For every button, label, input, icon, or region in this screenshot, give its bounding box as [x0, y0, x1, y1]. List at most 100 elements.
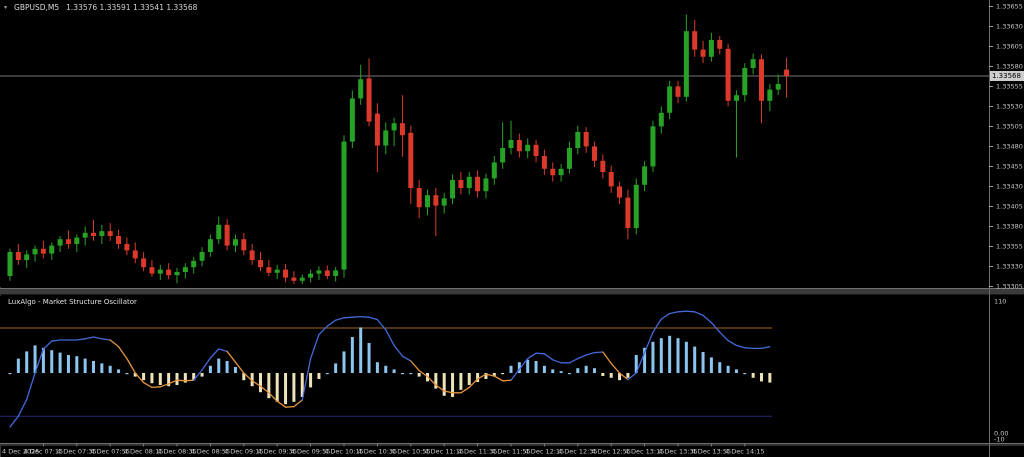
histogram-bar: [66, 355, 70, 373]
price-axis[interactable]: 1.33655 1.33630 1.33605 1.33580 1.33555 1.335…: [989, 3, 1023, 291]
oscillator-line-segment: [426, 375, 437, 386]
histogram-bar: [559, 371, 563, 373]
oscillator-line-segment: [518, 357, 529, 371]
histogram-bar: [117, 369, 121, 373]
histogram-bar: [693, 346, 697, 373]
histogram-bar: [760, 373, 763, 382]
histogram-bar: [409, 373, 413, 375]
histogram-bar: [175, 373, 179, 385]
histogram-bar: [384, 365, 388, 373]
oscillator-line-segment: [735, 344, 746, 349]
histogram-bar: [676, 338, 680, 373]
oscillator-line-segment: [34, 348, 45, 374]
candle-body: [324, 270, 330, 276]
histogram-bar: [726, 365, 730, 373]
histogram-bar: [41, 347, 45, 373]
candle-body: [475, 176, 481, 192]
oscillator-line-segment: [744, 347, 754, 350]
histogram-bar: [225, 361, 229, 373]
time-axis-label: 4 Dec 12:15: [525, 448, 565, 456]
candle-body: [224, 224, 230, 246]
histogram-bar: [25, 351, 29, 373]
oscillator-line-segment: [577, 354, 587, 360]
price-axis-label: 1.33505: [996, 123, 1023, 131]
current-price-tag: 1.33568: [990, 71, 1024, 81]
candle-body: [299, 277, 305, 281]
histogram-bar: [467, 373, 471, 385]
candle-body: [391, 123, 397, 131]
oscillator-line-segment: [251, 380, 262, 387]
oscillator-line-segment: [368, 316, 379, 321]
candle-body: [166, 269, 172, 276]
histogram-bar: [317, 373, 321, 379]
histogram-bar: [150, 373, 154, 384]
histogram-bar: [542, 365, 546, 373]
oscillator-line-segment: [226, 350, 237, 363]
candle-body: [7, 252, 13, 276]
oscillator-line-segment: [167, 379, 178, 385]
candle-body: [99, 231, 105, 236]
oscillator-line-segment: [92, 336, 103, 340]
oscillator-line-segment: [552, 359, 562, 364]
candle-body: [683, 31, 689, 97]
oscillator-line-segment: [719, 331, 729, 342]
histogram-bar: [350, 337, 354, 373]
histogram-bar: [709, 357, 713, 373]
histogram-bar: [167, 373, 171, 387]
oscillator-line-segment: [293, 399, 303, 408]
candle-body: [566, 148, 572, 169]
candle-body: [675, 86, 681, 97]
candle-body: [124, 244, 130, 251]
oscillator-line-segment: [351, 315, 362, 318]
price-axis-label: 1.33555: [996, 83, 1023, 91]
oscillator-line-segment: [643, 331, 654, 354]
oscillator-line-segment: [435, 384, 445, 392]
candle-body: [491, 162, 497, 179]
oscillator-axis[interactable]: 110 0.00-10: [994, 298, 1008, 444]
candle-body: [349, 98, 355, 142]
oscillator-line-segment: [535, 352, 546, 355]
oscillator-line-segment: [326, 319, 337, 327]
candlestick-series: [7, 14, 790, 284]
histogram-bar: [417, 373, 421, 377]
histogram-bar: [200, 373, 204, 377]
oscillator-line-segment: [318, 325, 328, 336]
time-axis-label: 4 Dec 10:35: [358, 448, 398, 456]
time-axis-label: 4 Dec 11:35: [458, 448, 498, 456]
histogram-bar: [743, 373, 747, 375]
histogram-bar: [601, 373, 605, 376]
candle-body: [57, 239, 63, 246]
candle-body: [533, 144, 539, 156]
candle-body: [182, 267, 188, 272]
oscillator-line-segment: [593, 351, 604, 354]
oscillator-line-segment: [243, 372, 253, 382]
candle-body: [191, 260, 197, 268]
axis-separator: [0, 444, 1024, 446]
pane-splitter[interactable]: [0, 289, 1024, 294]
separator-highlight[interactable]: [0, 288, 1024, 289]
oscillator-line-segment: [9, 415, 20, 428]
candle-body: [65, 239, 71, 244]
histogram-bar: [526, 359, 530, 373]
candle-body: [82, 232, 88, 238]
candle-body: [525, 144, 531, 152]
time-axis-label: 4 Dec 07:15: [24, 448, 64, 456]
candle-body: [717, 40, 723, 49]
oscillator-line-segment: [334, 317, 345, 321]
time-axis-label: 4 Dec 2025: [2, 448, 39, 456]
oscillator-line-segment: [109, 339, 120, 348]
time-axis-label: 4 Dec 11:15: [424, 448, 464, 456]
histogram-bar: [133, 373, 137, 377]
candle-body: [784, 69, 790, 76]
oscillator-histogram: [8, 327, 772, 405]
oscillator-line-segment: [184, 379, 195, 382]
candle-body: [258, 260, 263, 268]
oscillator-pane[interactable]: [0, 296, 989, 443]
candle-body: [667, 86, 673, 113]
histogram-bar: [58, 352, 62, 373]
oscillator-line-segment: [209, 348, 220, 359]
main-price-pane[interactable]: [0, 0, 989, 287]
candle-body: [466, 176, 472, 188]
